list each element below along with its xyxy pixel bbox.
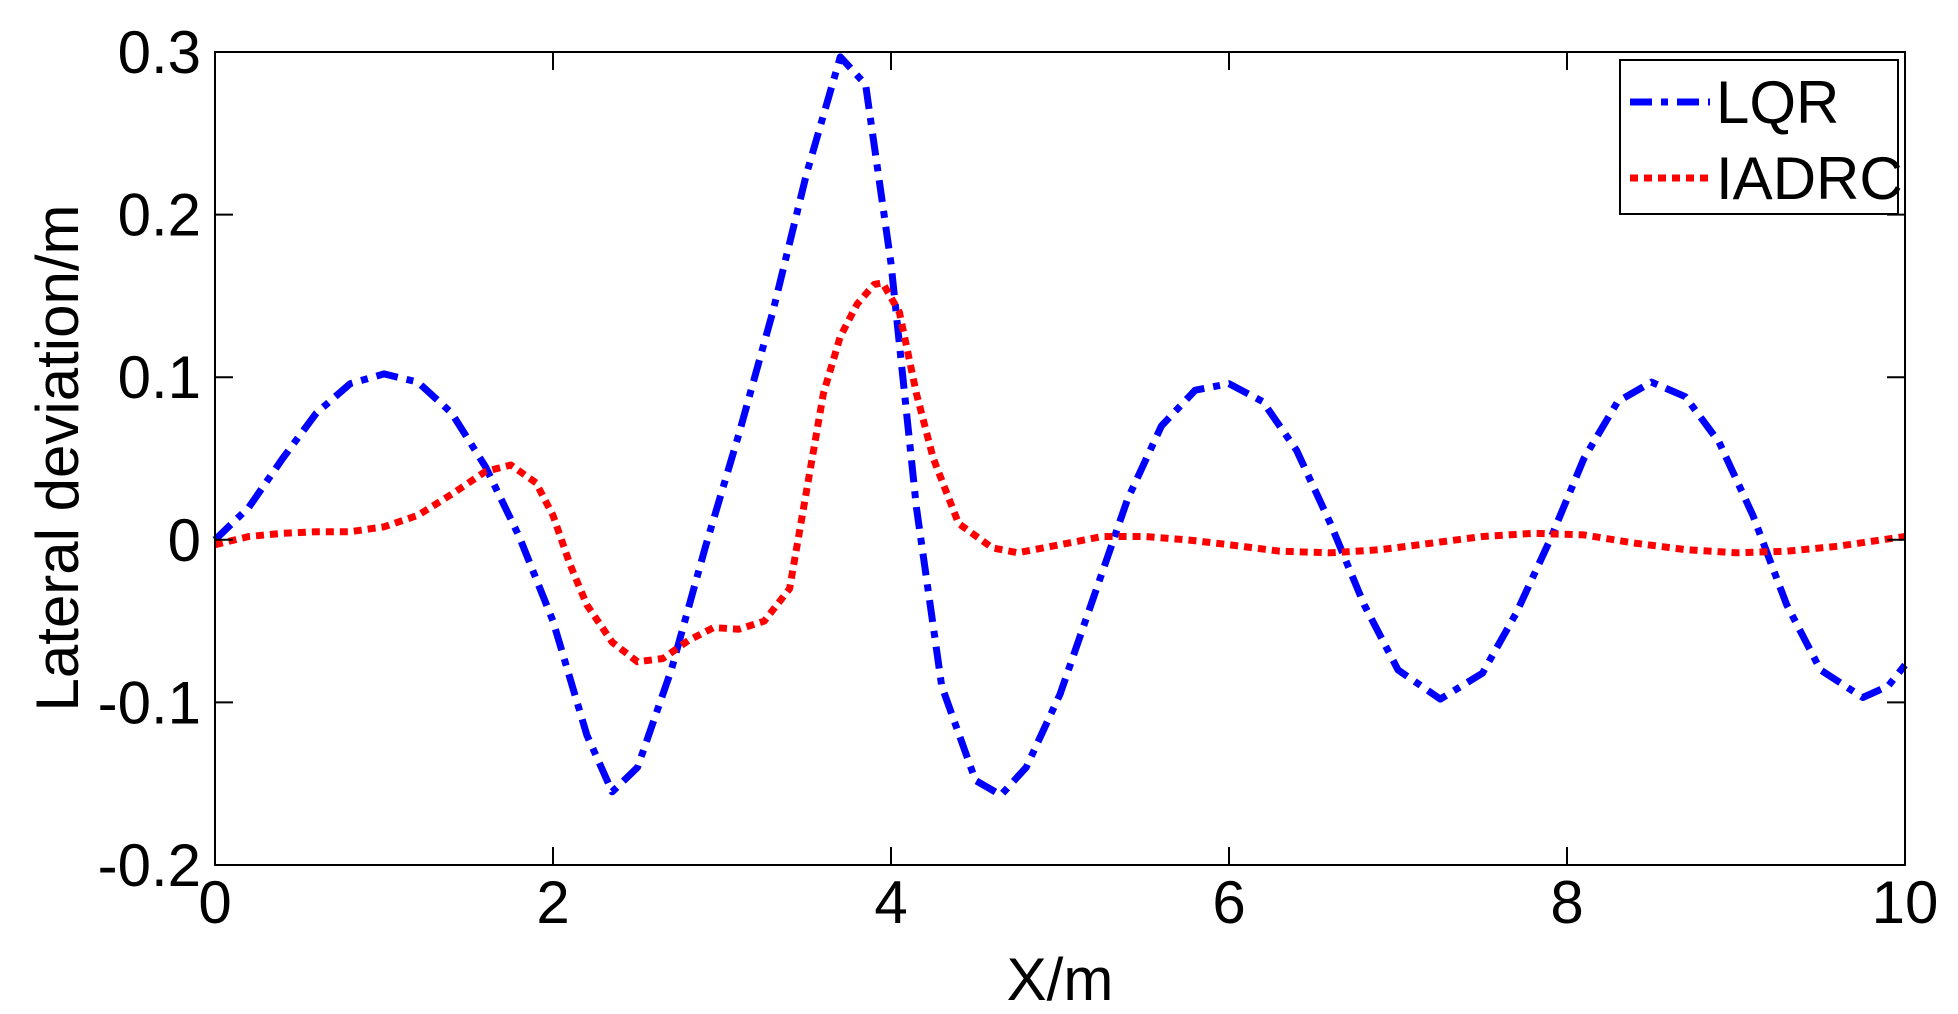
legend-box (1619, 59, 1899, 215)
y-tick-label: 0 (168, 507, 201, 574)
series-line-iadrc (214, 279, 1906, 666)
plot-area-frame (214, 51, 1906, 866)
ticks-group (214, 51, 1906, 866)
x-axis-title: X/m (1007, 946, 1114, 1013)
x-tick-label: 0 (198, 869, 231, 936)
series-line-lqr (212, 53, 1908, 799)
tick-labels-group: 0 2 4 6 8 10 -0.2 -0.1 0 0.1 0.2 0.3 (98, 19, 1939, 936)
legend-label-lqr: LQR (1716, 69, 1839, 136)
y-axis-title: Lateral deviation/m (24, 205, 91, 712)
legend-label-iadrc: IADRC (1716, 145, 1903, 212)
series-group (212, 53, 1908, 799)
x-tick-label: 6 (1212, 869, 1245, 936)
x-tick-label: 10 (1872, 869, 1939, 936)
y-tick-label: -0.1 (98, 669, 201, 736)
y-tick-label: 0.2 (118, 182, 201, 249)
y-tick-label: 0.1 (118, 344, 201, 411)
x-tick-label: 2 (536, 869, 569, 936)
y-tick-label: 0.3 (118, 19, 201, 86)
y-tick-label: -0.2 (98, 832, 201, 899)
x-tick-label: 8 (1550, 869, 1583, 936)
legend: LQR IADRC (1619, 59, 1903, 215)
x-tick-label: 4 (874, 869, 907, 936)
